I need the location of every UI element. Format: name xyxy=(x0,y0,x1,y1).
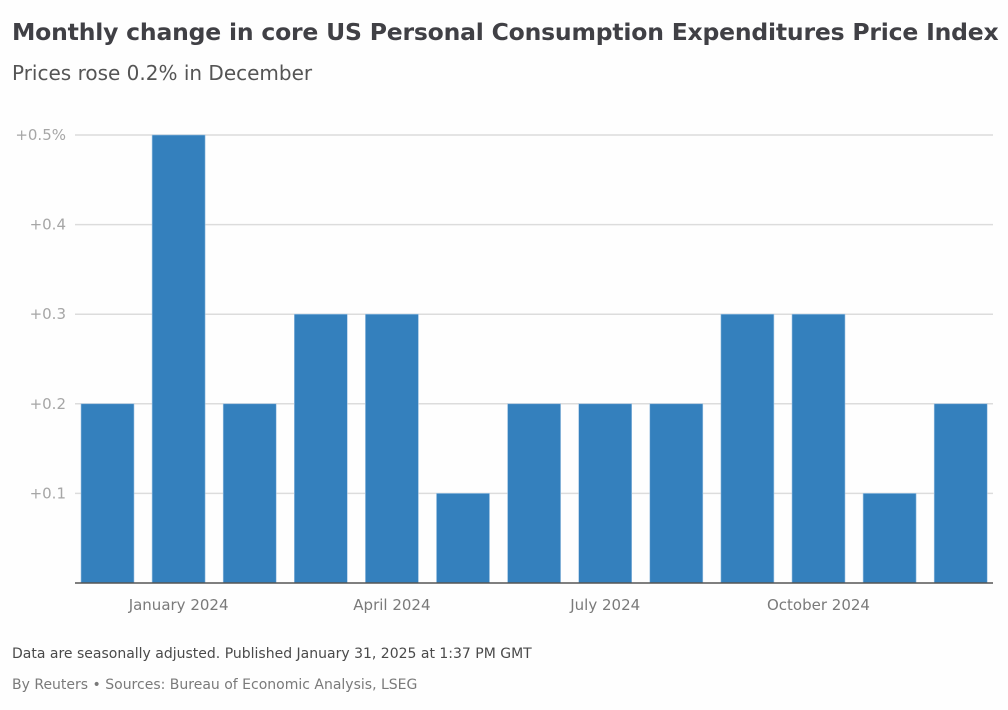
y-tick-label: +0.4 xyxy=(30,216,66,234)
source-credit: By Reuters • Sources: Bureau of Economic… xyxy=(12,677,418,693)
bar-oct-2024 xyxy=(791,313,846,584)
y-tick-label: +0.5% xyxy=(15,126,66,144)
x-tick-label: January 2024 xyxy=(128,596,229,614)
bar-dec-2023 xyxy=(80,403,135,584)
chart-title: Monthly change in core US Personal Consu… xyxy=(12,18,999,46)
bar-aug-2024 xyxy=(649,403,704,584)
bar-nov-2024 xyxy=(862,493,917,584)
y-tick-label: +0.3 xyxy=(30,305,66,323)
x-tick-label: July 2024 xyxy=(569,596,640,614)
bar-mar-2024 xyxy=(293,313,348,584)
y-axis-ticks: +0.1 +0.2 +0.3 +0.4 +0.5% xyxy=(15,126,66,502)
bar-jun-2024 xyxy=(507,403,561,584)
x-tick-label: October 2024 xyxy=(767,596,870,614)
bar-jul-2024 xyxy=(578,403,633,584)
bar-may-2024 xyxy=(436,493,490,584)
bar-jan-2024 xyxy=(151,134,206,584)
bar-chart: +0.1 +0.2 +0.3 +0.4 +0.5% January 2024 April … xyxy=(15,126,993,614)
bars xyxy=(80,134,988,584)
footnote: Data are seasonally adjusted. Published … xyxy=(12,646,532,662)
chart-subtitle: Prices rose 0.2% in December xyxy=(12,61,313,85)
x-axis-ticks: January 2024 April 2024 July 2024 October 2… xyxy=(128,596,870,614)
y-tick-label: +0.1 xyxy=(30,484,66,502)
bar-sep-2024 xyxy=(720,313,775,584)
y-tick-label: +0.2 xyxy=(30,395,66,413)
x-tick-label: April 2024 xyxy=(353,596,430,614)
bar-apr-2024 xyxy=(365,313,419,584)
bar-dec-2024 xyxy=(933,403,988,584)
bar-feb-2024 xyxy=(222,403,277,584)
